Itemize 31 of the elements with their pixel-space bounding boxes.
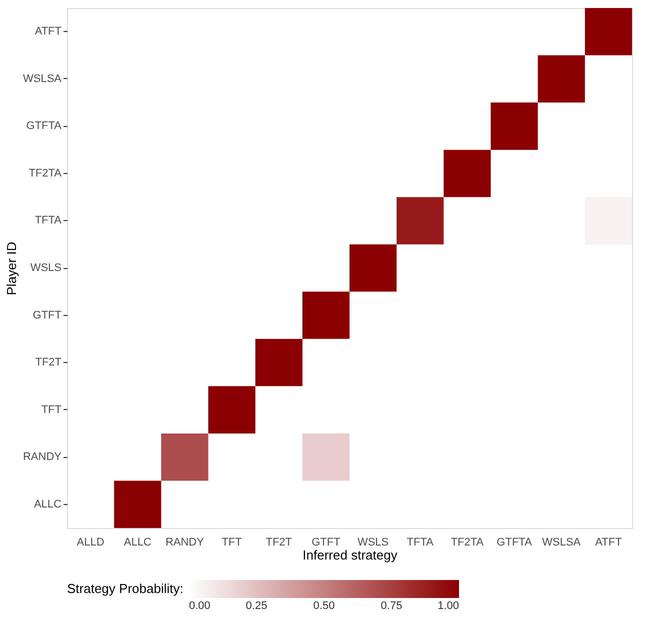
- y-tick-label: GTFTA: [26, 120, 62, 132]
- x-tick-label: GTFT: [312, 536, 341, 548]
- x-tick-label: TF2TA: [450, 536, 484, 548]
- x-tick-label: GTFTA: [496, 536, 533, 548]
- color-bar-label: 0.75: [380, 600, 402, 612]
- x-tick-label: TFT: [222, 536, 242, 548]
- x-tick-label: WSLSA: [542, 536, 582, 548]
- x-tick-label: TF2T: [266, 536, 292, 548]
- x-tick-label: ALLC: [124, 536, 152, 548]
- y-tick-label: WSLS: [30, 262, 62, 274]
- x-tick-label: ATFT: [595, 536, 622, 548]
- x-tick-label: ALLD: [76, 536, 104, 548]
- y-tick-label: TFTA: [34, 214, 62, 227]
- y-tick-label: TFT: [41, 404, 62, 416]
- y-tick-label: GTFT: [32, 309, 62, 322]
- color-bar-label: 1.00: [438, 600, 459, 612]
- color-bar-label: 0.50: [313, 600, 335, 612]
- x-axis-title: Inferred strategy: [302, 548, 398, 562]
- y-axis-title: Player ID: [4, 242, 19, 296]
- color-bar-label: 0.25: [246, 600, 268, 612]
- color-bar-label: 0.00: [189, 600, 210, 612]
- legend-title: Strategy Probability:: [67, 581, 184, 596]
- x-tick-label: WSLS: [357, 536, 389, 548]
- y-tick-label: ALLC: [34, 498, 62, 510]
- x-tick-label: RANDY: [165, 536, 205, 548]
- y-tick-label: TF2T: [35, 356, 62, 369]
- y-tick-label: TF2TA: [28, 167, 62, 180]
- y-tick-label: ATFT: [34, 26, 62, 38]
- y-tick-label: WSLSA: [22, 72, 62, 85]
- x-tick-label: TFTA: [406, 536, 434, 548]
- y-tick-label: RANDY: [22, 451, 62, 464]
